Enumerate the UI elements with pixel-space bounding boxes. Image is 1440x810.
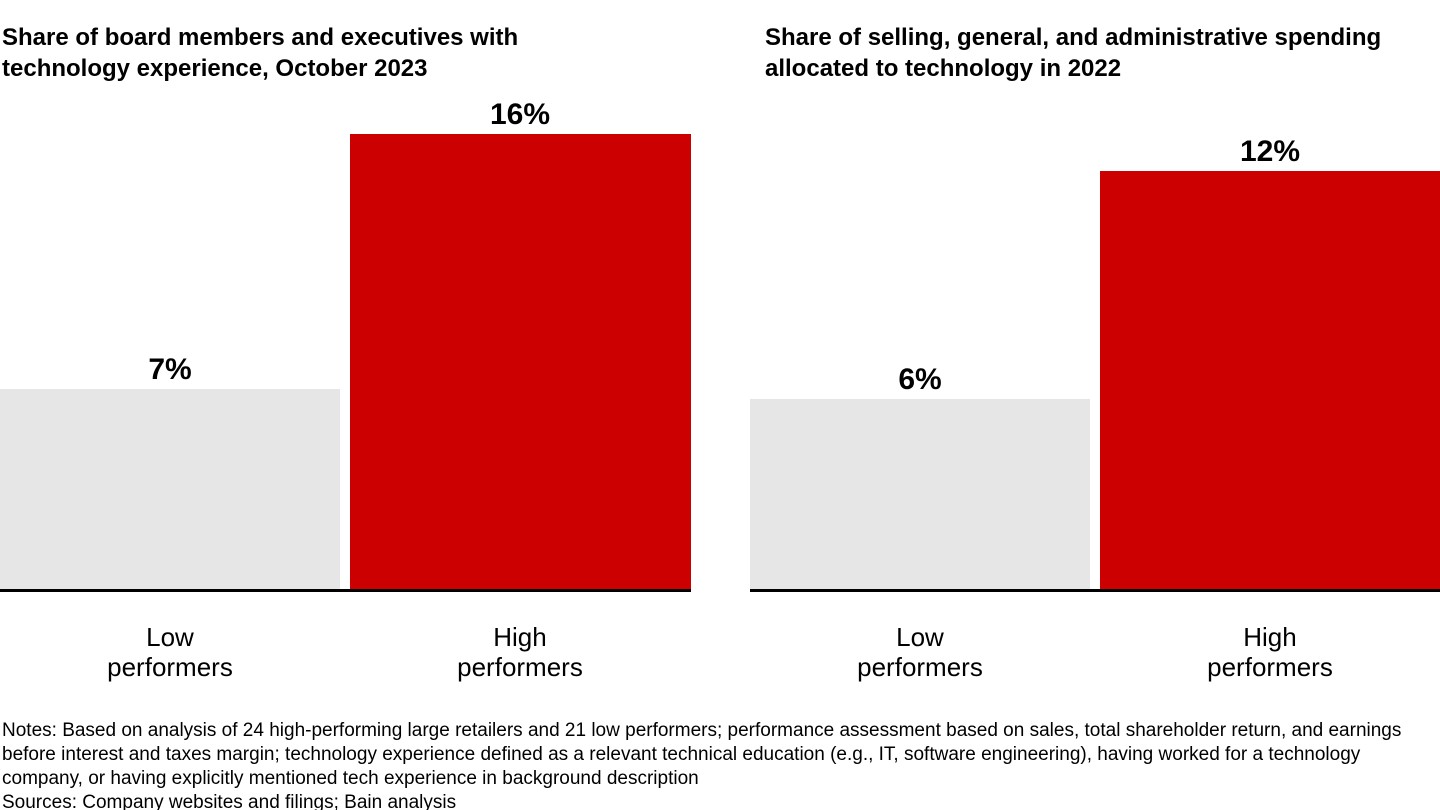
category-label-high-performers: High performers [457,622,583,682]
chart-title: Share of selling, general, and administr… [765,23,1382,82]
x-axis-line [750,589,1440,592]
sources-text: Sources: Company websites and filings; B… [2,792,457,810]
bar-high-performers [1100,171,1440,589]
category-label-low-performers: Low performers [857,622,983,682]
bar-low-performers [750,399,1090,589]
category-label-low-performers: Low performers [107,622,233,682]
notes-text: Notes: Based on analysis of 24 high-perf… [2,720,1402,789]
bar-low-performers [0,389,340,589]
value-label: 6% [898,363,942,396]
value-label: 16% [489,98,551,131]
chart-title: Share of board members and executives wi… [2,23,519,82]
bar-high-performers [350,134,691,589]
value-label: 12% [1239,135,1301,168]
category-label-high-performers: High performers [1207,622,1333,682]
footnotes: Notes: Based on analysis of 24 high-perf… [2,719,1427,810]
value-label: 7% [148,353,192,386]
x-axis-line [0,589,691,592]
